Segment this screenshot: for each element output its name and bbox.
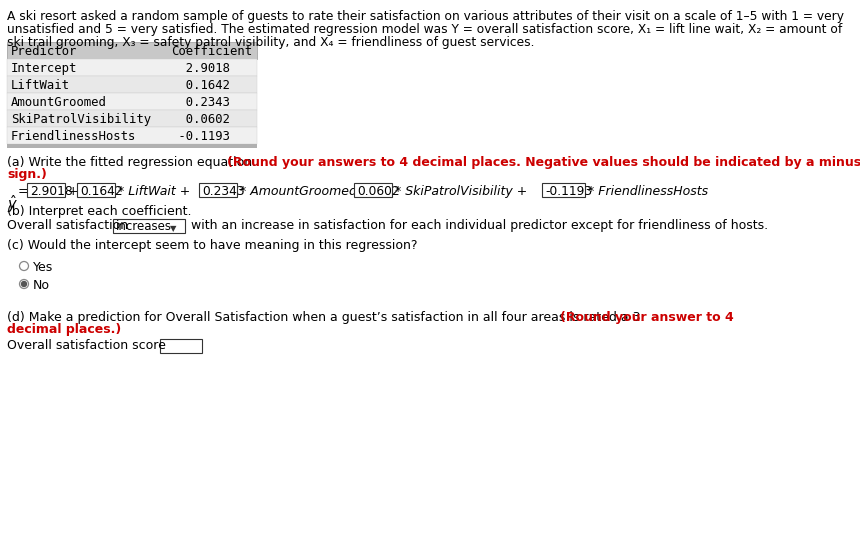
Text: 0.2343: 0.2343	[171, 96, 230, 109]
Text: * FriendlinessHosts: * FriendlinessHosts	[588, 185, 708, 198]
Text: decimal places.): decimal places.)	[7, 323, 121, 336]
Text: Overall satisfaction: Overall satisfaction	[7, 219, 132, 232]
Text: 0.0602: 0.0602	[357, 185, 400, 198]
Bar	[7, 144, 257, 148]
Bar	[77, 183, 115, 197]
Text: unsatisfied and 5 = very satisfied. The estimated regression model was Y = overa: unsatisfied and 5 = very satisfied. The …	[7, 23, 842, 36]
Bar	[7, 42, 257, 59]
Bar	[199, 183, 237, 197]
Bar	[7, 127, 257, 144]
Bar	[354, 183, 392, 197]
Text: * AmountGroomed +: * AmountGroomed +	[240, 185, 372, 198]
Text: * SkiPatrolVisibility +: * SkiPatrolVisibility +	[395, 185, 527, 198]
Text: (a) Write the fitted regression equation.: (a) Write the fitted regression equation…	[7, 156, 260, 169]
Text: +: +	[68, 185, 78, 198]
Text: * LiftWait +: * LiftWait +	[118, 185, 190, 198]
Bar	[160, 339, 202, 353]
Text: AmountGroomed: AmountGroomed	[11, 96, 107, 109]
Text: A ski resort asked a random sample of guests to rate their satisfaction on vario: A ski resort asked a random sample of gu…	[7, 10, 844, 23]
Text: 0.2343: 0.2343	[202, 185, 244, 198]
Bar	[7, 93, 257, 110]
Bar	[27, 183, 65, 197]
Text: with an increase in satisfaction for each individual predictor except for friend: with an increase in satisfaction for eac…	[187, 219, 768, 232]
Text: No: No	[33, 279, 50, 292]
Text: (Round your answer to 4: (Round your answer to 4	[560, 311, 734, 324]
Bar	[7, 110, 257, 127]
Text: (c) Would the intercept seem to have meaning in this regression?: (c) Would the intercept seem to have mea…	[7, 239, 417, 252]
Text: -0.1193: -0.1193	[171, 130, 230, 143]
Text: 0.1642: 0.1642	[80, 185, 123, 198]
Circle shape	[22, 282, 27, 287]
Text: FriendlinessHosts: FriendlinessHosts	[11, 130, 137, 143]
Text: SkiPatrolVisibility: SkiPatrolVisibility	[11, 113, 151, 126]
Text: LiftWait: LiftWait	[11, 79, 70, 92]
Text: $\hat{y}$: $\hat{y}$	[7, 193, 18, 215]
Text: (Round your answers to 4 decimal places. Negative values should be indicated by : (Round your answers to 4 decimal places.…	[227, 156, 860, 169]
Bar	[7, 59, 257, 76]
Text: 2.9018: 2.9018	[30, 185, 73, 198]
Text: 0.0602: 0.0602	[171, 113, 230, 126]
Text: -0.1193: -0.1193	[545, 185, 593, 198]
Text: =: =	[18, 185, 28, 198]
Text: (d) Make a prediction for Overall Satisfaction when a guest’s satisfaction in al: (d) Make a prediction for Overall Satisf…	[7, 311, 648, 324]
Text: 2.9018: 2.9018	[171, 62, 230, 75]
Text: Predictor: Predictor	[11, 45, 77, 58]
Text: Overall satisfaction score: Overall satisfaction score	[7, 339, 166, 352]
Text: Yes: Yes	[33, 261, 53, 274]
Text: ▼: ▼	[169, 224, 176, 234]
Text: 0.1642: 0.1642	[171, 79, 230, 92]
Text: Intercept: Intercept	[11, 62, 77, 75]
Bar	[7, 76, 257, 93]
Text: Coefficient: Coefficient	[171, 45, 252, 58]
Text: (b) Interpret each coefficient.: (b) Interpret each coefficient.	[7, 205, 192, 218]
Bar	[113, 219, 185, 233]
Text: sign.): sign.)	[7, 168, 47, 181]
Text: ski trail grooming, X₃ = safety patrol visibility, and X₄ = friendliness of gues: ski trail grooming, X₃ = safety patrol v…	[7, 36, 535, 49]
Text: increases: increases	[116, 220, 172, 233]
Bar	[542, 183, 585, 197]
